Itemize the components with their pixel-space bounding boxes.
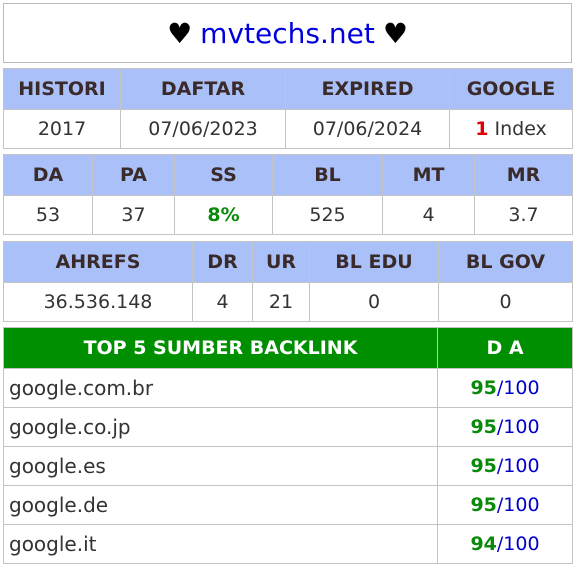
table-row: google.de 95/100	[3, 485, 573, 525]
google-index-count: 1	[475, 118, 489, 140]
google-index-label: Index	[494, 118, 547, 140]
table-row: google.it 94/100	[3, 524, 573, 564]
backlink-score-max: /100	[496, 494, 540, 516]
header-ur: UR	[252, 241, 310, 283]
backlink-site[interactable]: google.de	[3, 485, 438, 525]
header-google: GOOGLE	[449, 68, 573, 110]
header-histori: HISTORI	[3, 68, 121, 110]
metrics-table: DA PA SS BL MT MR 53 37 8% 525 4 3.7	[3, 154, 573, 235]
mt-value: 4	[382, 195, 475, 235]
bl-gov-value: 0	[438, 282, 573, 322]
ss-value: 8%	[174, 195, 273, 235]
header-mt: MT	[382, 154, 475, 196]
backlink-score: 94	[470, 533, 497, 555]
backlink-da-cell: 95/100	[437, 407, 573, 447]
backlink-site[interactable]: google.com.br	[3, 368, 438, 408]
backlink-score: 95	[470, 494, 497, 516]
header-bl-edu: BL EDU	[309, 241, 439, 283]
table-row: google.com.br 95/100	[3, 368, 573, 408]
header-top-backlink: TOP 5 SUMBER BACKLINK	[3, 327, 438, 369]
header-daftar: DAFTAR	[120, 68, 286, 110]
histori-value: 2017	[3, 109, 121, 149]
header-bl-gov: BL GOV	[438, 241, 573, 283]
backlink-score-max: /100	[496, 416, 540, 438]
header-backlink-da: D A	[437, 327, 573, 369]
backlink-score-max: /100	[496, 377, 540, 399]
backlink-score-max: /100	[496, 533, 540, 555]
backlink-da-cell: 95/100	[437, 368, 573, 408]
backlink-site[interactable]: google.it	[3, 524, 438, 564]
backlink-da-cell: 94/100	[437, 524, 573, 564]
backlink-site[interactable]: google.co.jp	[3, 407, 438, 447]
backlink-da-cell: 95/100	[437, 446, 573, 486]
pa-value: 37	[92, 195, 175, 235]
daftar-value: 07/06/2023	[120, 109, 286, 149]
backlink-score-max: /100	[496, 455, 540, 477]
bl-value: 525	[272, 195, 383, 235]
google-index-cell: 1 Index	[449, 109, 573, 149]
header-expired: EXPIRED	[285, 68, 450, 110]
backlink-score: 95	[470, 455, 497, 477]
bl-edu-value: 0	[309, 282, 439, 322]
header-mr: MR	[474, 154, 573, 196]
ahrefs-value: 36.536.148	[3, 282, 193, 322]
top-backlinks-table: TOP 5 SUMBER BACKLINK D A google.com.br …	[3, 327, 573, 564]
da-value: 53	[3, 195, 93, 235]
site-title-banner: ♥ mvtechs.net ♥	[3, 3, 572, 63]
expired-value: 07/06/2024	[285, 109, 450, 149]
header-dr: DR	[192, 241, 253, 283]
ur-value: 21	[252, 282, 310, 322]
backlink-site[interactable]: google.es	[3, 446, 438, 486]
domain-info-table: HISTORI DAFTAR EXPIRED GOOGLE 2017 07/06…	[3, 68, 573, 149]
header-pa: PA	[92, 154, 175, 196]
header-bl: BL	[272, 154, 383, 196]
table-row: google.co.jp 95/100	[3, 407, 573, 447]
ahrefs-table: AHREFS DR UR BL EDU BL GOV 36.536.148 4 …	[3, 241, 573, 322]
heart-icon: ♥	[382, 16, 408, 50]
header-ss: SS	[174, 154, 273, 196]
header-ahrefs: AHREFS	[3, 241, 193, 283]
heart-icon: ♥	[167, 16, 193, 50]
mr-value: 3.7	[474, 195, 573, 235]
backlink-da-cell: 95/100	[437, 485, 573, 525]
domain-name[interactable]: mvtechs.net	[200, 16, 375, 50]
header-da: DA	[3, 154, 93, 196]
backlink-score: 95	[470, 416, 497, 438]
backlink-score: 95	[470, 377, 497, 399]
dr-value: 4	[192, 282, 253, 322]
table-row: google.es 95/100	[3, 446, 573, 486]
